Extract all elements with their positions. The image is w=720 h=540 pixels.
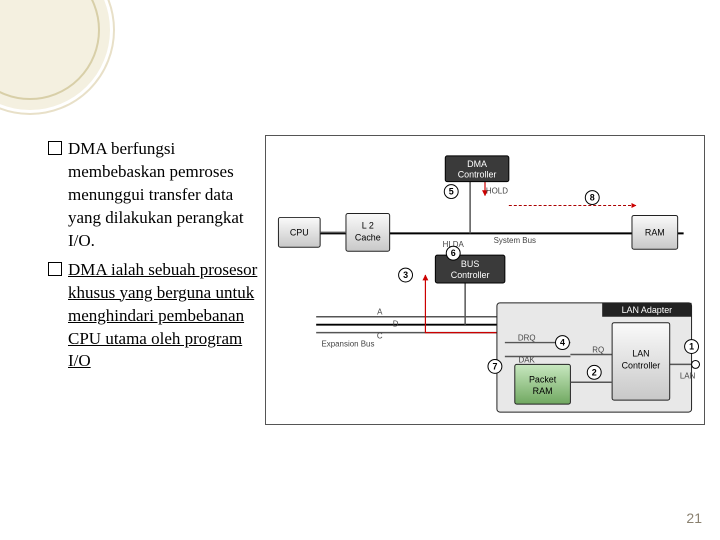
- svg-text:7: 7: [492, 361, 497, 371]
- svg-text:3: 3: [403, 270, 408, 280]
- corner-decoration: [0, 0, 120, 120]
- label-sysbus: System Bus: [494, 236, 536, 245]
- label-drq: DRQ: [518, 334, 536, 343]
- pktram-label1: Packet: [529, 374, 557, 384]
- bullet-glyph: [48, 262, 62, 276]
- deco-ring-outer: [0, 0, 115, 115]
- cpu-label: CPU: [290, 227, 309, 237]
- ram-label: RAM: [645, 227, 665, 237]
- bullet-glyph: [48, 141, 62, 155]
- bullet-list: DMA berfungsi membebaskan pemroses menun…: [48, 138, 258, 379]
- dma-diagram: System Bus Expansion Bus A D C LAN Adapt…: [265, 135, 705, 425]
- l2-label2: Cache: [355, 232, 381, 242]
- label-d: D: [393, 320, 399, 329]
- page-number: 21: [686, 510, 702, 526]
- step-8: 8: [585, 191, 599, 205]
- deco-ring-inner: [0, 0, 100, 100]
- lanctl-label2: Controller: [622, 360, 661, 370]
- label-rq: RQ: [592, 345, 604, 354]
- label-dak: DAK: [519, 355, 536, 364]
- bullet-text: DMA ialah sebuah prosesor khusus yang be…: [68, 259, 258, 374]
- svg-text:1: 1: [689, 342, 694, 352]
- step-1: 1: [685, 340, 699, 354]
- svg-text:4: 4: [560, 338, 565, 348]
- label-a: A: [377, 308, 383, 317]
- l2-label1: L 2: [362, 220, 374, 230]
- lan-port: [692, 360, 700, 368]
- step-7: 7: [488, 359, 502, 373]
- bullet-text: DMA berfungsi membebaskan pemroses menun…: [68, 138, 258, 253]
- dma-label1: DMA: [467, 159, 487, 169]
- deco-fill: [0, 0, 110, 110]
- step-5: 5: [444, 185, 458, 199]
- diagram-svg: System Bus Expansion Bus A D C LAN Adapt…: [266, 136, 704, 424]
- busctl-label1: BUS: [461, 259, 479, 269]
- label-hold: HOLD: [486, 187, 508, 196]
- lan-adapter-label: LAN Adapter: [622, 305, 673, 315]
- step-2: 2: [587, 365, 601, 379]
- svg-text:8: 8: [590, 193, 595, 203]
- bullet-item: DMA ialah sebuah prosesor khusus yang be…: [48, 259, 258, 374]
- label-expbus: Expansion Bus: [321, 340, 374, 349]
- svg-text:2: 2: [592, 367, 597, 377]
- step-4: 4: [556, 336, 570, 350]
- step-3: 3: [399, 268, 413, 282]
- svg-text:6: 6: [451, 248, 456, 258]
- svg-text:5: 5: [449, 187, 454, 197]
- busctl-label2: Controller: [451, 270, 490, 280]
- label-c: C: [377, 332, 383, 341]
- bullet-item: DMA berfungsi membebaskan pemroses menun…: [48, 138, 258, 253]
- lanctl-label1: LAN: [632, 348, 649, 358]
- step-6: 6: [446, 246, 460, 260]
- dma-label2: Controller: [458, 170, 497, 180]
- pktram-label2: RAM: [533, 386, 553, 396]
- label-lan: LAN: [680, 371, 696, 380]
